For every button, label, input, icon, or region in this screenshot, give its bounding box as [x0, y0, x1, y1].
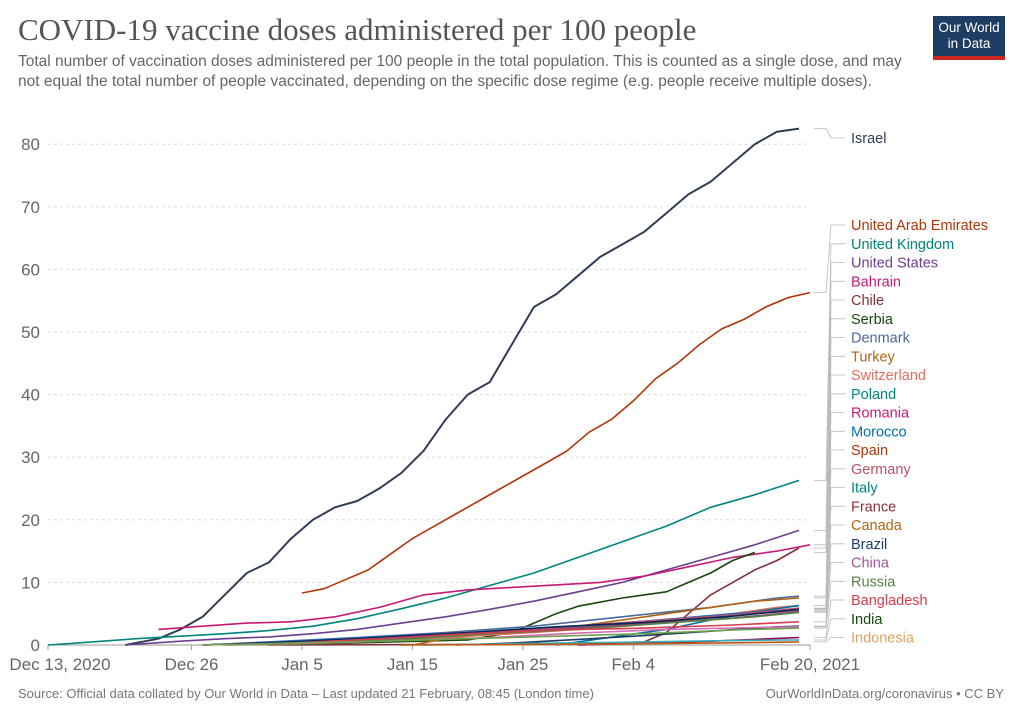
legend-label-romania[interactable]: Romania: [851, 406, 910, 422]
legend-connector: [814, 580, 845, 629]
series-line-indonesia[interactable]: [401, 641, 800, 646]
legend-connectors: [814, 128, 845, 643]
y-tick-label: 60: [21, 260, 40, 279]
legend-connector: [814, 468, 845, 609]
x-tick-label: Jan 15: [387, 655, 438, 674]
y-tick-label: 50: [21, 323, 40, 342]
legend-label-chile[interactable]: Chile: [851, 293, 884, 309]
y-axis: 0 10 20 30 40 50 60 70 80: [21, 135, 40, 655]
legend-connector: [814, 243, 845, 481]
y-tick-label: 0: [31, 636, 40, 655]
legend-label-russia[interactable]: Russia: [851, 574, 896, 590]
logo-line-1: Our World: [938, 20, 1000, 35]
x-tick-label: Jan 25: [497, 655, 548, 674]
credit-link[interactable]: OurWorldInData.org/coronavirus • CC BY: [765, 686, 1004, 701]
legend-connector: [814, 618, 845, 641]
series-line-united-arab-emirates[interactable]: [301, 291, 811, 594]
legend-connector: [814, 505, 845, 613]
legend-label-italy[interactable]: Italy: [851, 481, 878, 497]
owid-logo[interactable]: Our World in Data: [933, 16, 1005, 60]
legend-label-spain[interactable]: Spain: [851, 443, 888, 459]
legend-connector: [814, 318, 845, 553]
logo-line-2: in Data: [947, 36, 991, 51]
legend-label-switzerland[interactable]: Switzerland: [851, 368, 926, 384]
y-tick-label: 40: [21, 386, 40, 405]
x-axis: Dec 13, 2020 Dec 26 Jan 5 Jan 15 Jan 25 Feb 4…: [9, 644, 860, 674]
y-tick-label: 80: [21, 135, 40, 154]
chart-title: COVID-19 vaccine doses administered per …: [18, 12, 697, 47]
legend-connector: [814, 487, 845, 610]
legend-connector: [814, 562, 845, 628]
x-tick-label: Dec 26: [165, 655, 219, 674]
legend-label-china[interactable]: China: [851, 556, 890, 572]
legend-label-poland[interactable]: Poland: [851, 387, 896, 403]
y-tick-label: 70: [21, 198, 40, 217]
series-line-russia[interactable]: [202, 627, 800, 646]
x-tick-label: Feb 20, 2021: [760, 655, 860, 674]
series-line-bahrain[interactable]: [158, 544, 811, 631]
legend-label-india[interactable]: India: [851, 612, 883, 628]
x-tick-label: Feb 4: [612, 655, 655, 674]
series-line-united-kingdom[interactable]: [47, 479, 800, 646]
legend-connector: [814, 128, 845, 139]
x-tick-label: Dec 13, 2020: [9, 655, 110, 674]
y-tick-label: 20: [21, 511, 40, 530]
legend-connector: [814, 543, 845, 627]
series-lines: [47, 127, 811, 646]
x-tick-label: Jan 5: [281, 655, 323, 674]
legend-label-brazil[interactable]: Brazil: [851, 537, 887, 553]
legend-connector: [814, 599, 845, 638]
legend-label-serbia[interactable]: Serbia: [851, 312, 894, 328]
legend-label-denmark[interactable]: Denmark: [851, 331, 911, 347]
legend-label-france[interactable]: France: [851, 499, 896, 515]
chart-subtitle: Total number of vaccination doses admini…: [18, 53, 902, 90]
legend-label-united-states[interactable]: United States: [851, 256, 938, 272]
source-note: Source: Official data collated by Our Wo…: [18, 686, 594, 701]
legend-label-united-arab-emirates[interactable]: United Arab Emirates: [851, 218, 988, 234]
legend-label-bangladesh[interactable]: Bangladesh: [851, 593, 928, 609]
series-line-united-states[interactable]: [125, 529, 800, 646]
legend-label-united-kingdom[interactable]: United Kingdom: [851, 237, 954, 253]
legend: Israel United Arab Emirates United Kingdom…: [851, 131, 988, 647]
legend-label-bahrain[interactable]: Bahrain: [851, 274, 901, 290]
legend-label-israel[interactable]: Israel: [851, 131, 886, 147]
legend-connector: [814, 224, 845, 293]
legend-connector: [814, 637, 845, 643]
series-line-italy[interactable]: [202, 608, 800, 646]
y-tick-label: 30: [21, 448, 40, 467]
legend-connector: [814, 524, 845, 623]
legend-label-morocco[interactable]: Morocco: [851, 424, 907, 440]
series-line-israel[interactable]: [125, 127, 800, 646]
grid-lines: [48, 143, 810, 646]
legend-label-turkey[interactable]: Turkey: [851, 349, 896, 365]
legend-label-indonesia[interactable]: Indonesia: [851, 631, 915, 647]
legend-label-canada[interactable]: Canada: [851, 518, 903, 534]
y-tick-label: 10: [21, 573, 40, 592]
legend-label-germany[interactable]: Germany: [851, 462, 911, 478]
series-line-poland[interactable]: [202, 607, 800, 646]
